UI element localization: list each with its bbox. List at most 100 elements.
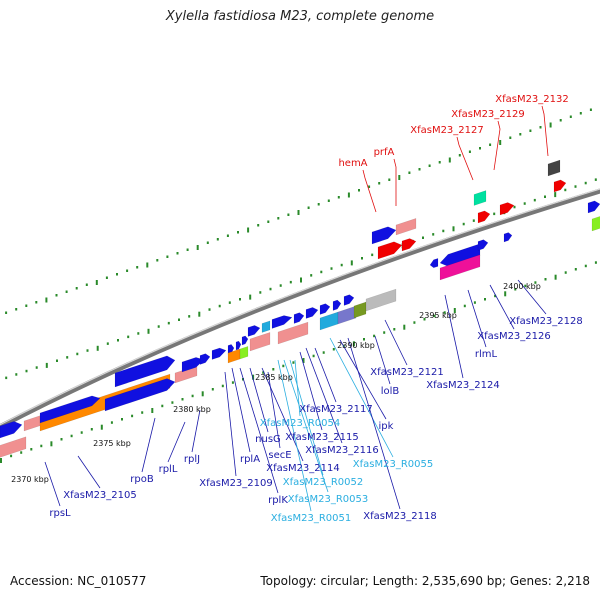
gene-label-top[interactable]: XfasM23_2129: [451, 109, 525, 120]
gene-label-bottom[interactable]: XfasM23_2116: [305, 445, 379, 456]
tick-dot: [579, 112, 582, 115]
gene-label-bottom[interactable]: rplL: [159, 464, 178, 475]
gene-feature[interactable]: [247, 325, 261, 337]
gene-feature[interactable]: [503, 232, 513, 243]
gene-label-bottom[interactable]: rplJ: [184, 454, 200, 465]
gene-label-top[interactable]: XfasM23_2127: [410, 125, 484, 136]
gene-label-bottom[interactable]: XfasM23_2105: [63, 490, 137, 501]
gene-feature[interactable]: [365, 288, 397, 312]
gene-feature[interactable]: [293, 312, 305, 324]
gene-label-bottom[interactable]: XfasM23_R0052: [283, 477, 363, 488]
gene-feature[interactable]: [553, 179, 567, 193]
tick-dot: [96, 345, 99, 351]
tick-dot: [116, 273, 118, 276]
gene-feature[interactable]: [277, 321, 309, 345]
gene-feature[interactable]: [439, 254, 481, 281]
gene-feature[interactable]: [477, 210, 491, 224]
topology-text: Topology: circular; Length: 2,535,690 bp…: [260, 574, 590, 588]
gene-feature[interactable]: [547, 159, 561, 177]
tick-dot: [117, 339, 119, 342]
gene-label-bottom[interactable]: ipk: [379, 421, 394, 432]
label-leader: [362, 169, 377, 213]
gene-label-bottom[interactable]: XfasM23_2115: [285, 432, 359, 443]
gene-feature[interactable]: [587, 200, 600, 214]
gene-label-top[interactable]: hemA: [338, 158, 367, 169]
gene-feature[interactable]: [39, 395, 101, 424]
tick-dot: [559, 119, 562, 122]
gene-feature[interactable]: [499, 202, 515, 216]
gene-label-bottom[interactable]: nusG: [255, 434, 281, 445]
tick-dot: [584, 264, 587, 268]
gene-label-bottom[interactable]: XfasM23_2128: [509, 316, 583, 327]
gene-label-top[interactable]: XfasM23_2132: [495, 94, 569, 105]
tick-dot: [267, 220, 270, 223]
gene-feature[interactable]: [429, 258, 439, 269]
tick-dot: [218, 304, 221, 308]
tick-dot: [574, 185, 577, 188]
tick-dot: [56, 359, 58, 362]
gene-feature[interactable]: [377, 241, 403, 260]
label-leader: [493, 120, 501, 171]
tick-dot: [564, 271, 567, 274]
gene-label-bottom[interactable]: XfasM23_R0051: [271, 513, 351, 524]
gene-feature[interactable]: [261, 320, 271, 333]
gene-feature[interactable]: [0, 436, 27, 458]
gene-label-bottom[interactable]: XfasM23_2126: [477, 331, 551, 342]
gene-feature[interactable]: [104, 378, 176, 412]
gene-label-bottom[interactable]: rpoB: [130, 474, 154, 485]
gene-feature[interactable]: [319, 311, 339, 331]
label-leader: [541, 105, 549, 157]
gene-feature[interactable]: [319, 303, 331, 315]
gene-feature[interactable]: [343, 294, 355, 306]
label-leader: [224, 371, 237, 477]
gene-feature[interactable]: [114, 355, 176, 388]
gene-label-bottom[interactable]: XfasM23_2117: [299, 404, 373, 415]
gene-feature[interactable]: [591, 216, 600, 232]
gene-label-bottom[interactable]: secE: [268, 450, 291, 461]
gene-label-bottom[interactable]: XfasM23_2124: [426, 380, 500, 391]
gene-label-bottom[interactable]: XfasM23_R0053: [288, 494, 368, 505]
gene-feature[interactable]: [239, 346, 249, 360]
gene-feature[interactable]: [371, 226, 397, 245]
gene-feature[interactable]: [211, 347, 227, 360]
tick-dot: [422, 236, 424, 239]
gene-feature[interactable]: [199, 353, 211, 365]
gene-label-bottom[interactable]: XfasM23_2114: [266, 463, 340, 474]
gene-label-bottom[interactable]: rlmL: [475, 349, 498, 360]
gene-feature[interactable]: [227, 348, 241, 364]
gene-feature[interactable]: [477, 239, 489, 251]
gene-label-bottom[interactable]: rpsL: [49, 508, 71, 519]
gene-label-bottom[interactable]: rplA: [240, 454, 260, 465]
label-leader: [191, 409, 201, 453]
tick-dot: [564, 188, 567, 192]
gene-feature[interactable]: [241, 335, 249, 346]
gene-feature[interactable]: [353, 301, 367, 319]
gene-label-bottom[interactable]: rplK: [268, 495, 288, 506]
gene-feature[interactable]: [332, 299, 342, 311]
gene-label-bottom[interactable]: XfasM23_R0055: [353, 459, 433, 470]
gene-feature[interactable]: [0, 421, 23, 439]
gene-label-bottom[interactable]: XfasM23_2118: [363, 511, 437, 522]
tick-dot: [211, 388, 214, 391]
scale-tick-label: 2400 kbp: [503, 282, 541, 291]
gene-label-bottom[interactable]: lolB: [381, 386, 400, 397]
tick-dot: [523, 202, 526, 205]
gene-feature[interactable]: [401, 238, 417, 252]
tick-dot: [519, 133, 522, 136]
tick-dot: [428, 164, 431, 167]
gene-feature[interactable]: [305, 307, 319, 319]
gene-feature[interactable]: [271, 315, 293, 329]
gene-label-top[interactable]: prfA: [374, 147, 395, 158]
tick-dot: [524, 284, 527, 288]
label-leader: [305, 347, 343, 444]
gene-feature[interactable]: [395, 218, 417, 236]
gene-feature[interactable]: [249, 332, 271, 352]
gene-feature[interactable]: [473, 190, 487, 206]
gene-label-bottom[interactable]: XfasM23_R0054: [260, 418, 340, 429]
gene-label-bottom[interactable]: XfasM23_2109: [199, 478, 273, 489]
gene-feature[interactable]: [235, 340, 242, 351]
label-leader: [467, 289, 487, 348]
gene-label-bottom[interactable]: XfasM23_2121: [370, 367, 444, 378]
gene-feature[interactable]: [337, 305, 357, 325]
